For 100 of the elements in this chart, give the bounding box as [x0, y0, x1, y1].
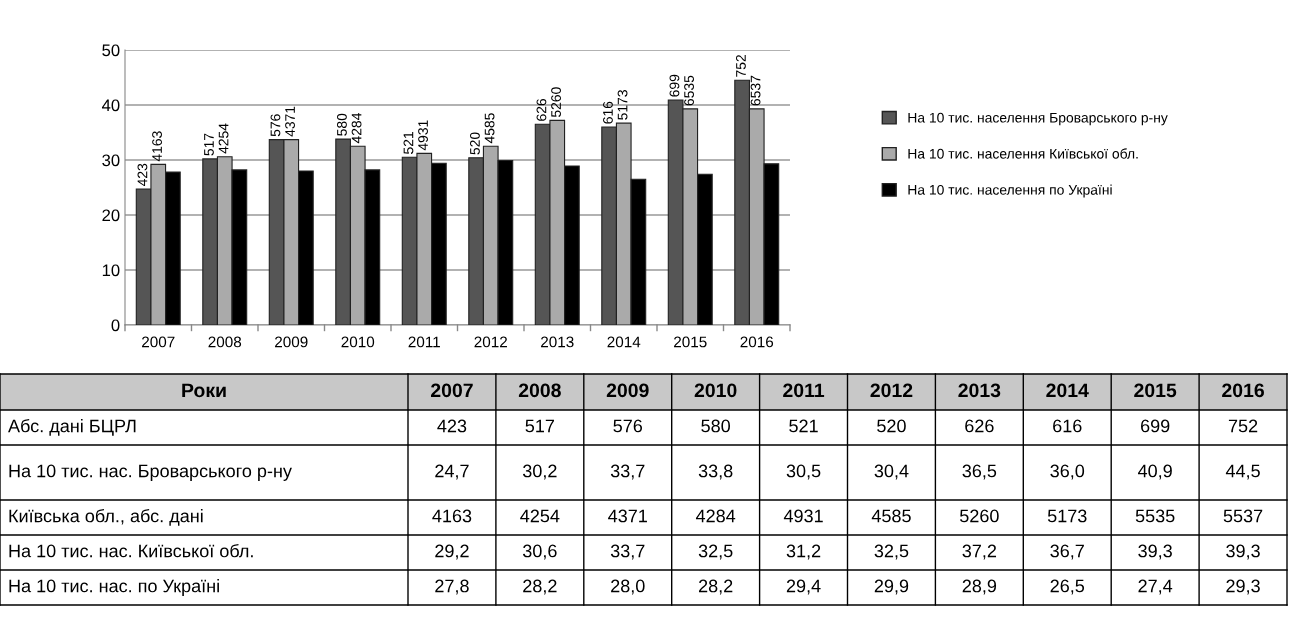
data-label: 4931 — [783, 509, 823, 523]
data-label: 31,2 — [786, 544, 821, 560]
data-label: 27,4 — [1138, 579, 1173, 595]
data-label: 39,3 — [1226, 544, 1260, 560]
data-label: 40,9 — [1138, 464, 1172, 480]
x-tick-label: 2009 — [275, 336, 308, 348]
annotation: 616 — [603, 101, 613, 124]
annotation: 626 — [536, 98, 547, 121]
annotation: 520 — [470, 132, 480, 155]
x-tick-label: 2015 — [674, 336, 707, 348]
data-label: 33,7 — [610, 464, 645, 480]
data-label: 28,0 — [611, 579, 645, 595]
data-label: 699 — [1141, 419, 1170, 433]
x-tick-label: 2013 — [541, 336, 574, 348]
data-label: 5173 — [1047, 509, 1087, 523]
y-tick-label: Київська обл., абс. дані — [9, 508, 203, 526]
annotation: 4163 — [152, 131, 162, 162]
y-tick-label: 30 — [102, 154, 120, 167]
data-label: 4284 — [695, 509, 736, 523]
x-tick-label: 2016 — [740, 336, 774, 348]
data-label: 33,8 — [698, 464, 733, 480]
annotation: 521 — [403, 131, 414, 154]
y-tick-label: 50 — [102, 44, 120, 57]
data-label: 32,5 — [874, 544, 909, 560]
annotation: 4931 — [418, 120, 428, 151]
data-label: 29,2 — [435, 544, 469, 560]
annotation: 4585 — [484, 113, 495, 144]
annotation: 5173 — [617, 90, 628, 120]
data-label: 752 — [1228, 419, 1258, 433]
data-label: 28,9 — [962, 579, 997, 595]
data-label: 30,5 — [786, 464, 821, 480]
data-label: 37,2 — [962, 544, 997, 560]
y-tick-label: На 10 тис. нас. Київської обл. — [9, 543, 253, 558]
y-tick-label: На 10 тис. нас. по Україні — [9, 579, 219, 596]
annotation: 517 — [204, 133, 214, 156]
y-tick-label: На 10 тис. нас. Броварського р-ну — [9, 464, 292, 481]
data-label: 36,5 — [962, 464, 997, 480]
data-label: 521 — [789, 419, 818, 433]
data-label: 520 — [877, 419, 906, 433]
y-tick-label: 10 — [102, 264, 120, 277]
x-tick-label: 2007 — [142, 336, 175, 348]
legend-label: На 10 тис. населення по Україні — [908, 184, 1112, 198]
y-tick-label: 40 — [101, 99, 120, 112]
annotation: 6535 — [684, 75, 694, 106]
annotation: 5260 — [551, 87, 561, 118]
data-label: 32,5 — [698, 544, 733, 560]
x-tick-label: 2016 — [1222, 383, 1264, 398]
data-label: 30,2 — [522, 464, 557, 480]
annotation: 4284 — [351, 112, 362, 144]
x-tick-label: 2008 — [518, 383, 561, 398]
annotation: 699 — [669, 74, 680, 97]
x-tick-label: 2011 — [408, 336, 440, 348]
data-label: 29,3 — [1226, 579, 1260, 595]
data-label: 4163 — [432, 509, 472, 523]
data-label: 580 — [701, 419, 731, 433]
annotation: 576 — [270, 114, 281, 137]
data-label: 44,5 — [1225, 464, 1260, 480]
annotation: 580 — [337, 113, 347, 136]
data-label: 29,9 — [874, 579, 909, 595]
data-label: 616 — [1053, 419, 1082, 433]
data-label: 576 — [613, 419, 643, 433]
data-label: 33,7 — [610, 544, 645, 560]
x-tick-label: 2010 — [694, 383, 737, 398]
x-tick-label: 2014 — [607, 336, 641, 348]
data-label: 28,2 — [698, 579, 733, 595]
y-tick-label: Абс. дані БЦРЛ — [8, 418, 136, 436]
x-tick-label: 2014 — [1046, 383, 1089, 398]
data-label: 4585 — [871, 509, 911, 523]
x-tick-label: 2007 — [431, 383, 473, 398]
data-label: 626 — [965, 419, 994, 433]
data-label: 29,4 — [786, 579, 821, 595]
x-tick-label: 2012 — [474, 336, 507, 348]
data-label: 5260 — [959, 509, 999, 523]
data-label: 24,7 — [435, 464, 469, 480]
x-tick-label: 2012 — [870, 383, 913, 398]
data-label: 28,2 — [523, 579, 557, 595]
data-label: 4254 — [520, 509, 560, 523]
data-label: 27,8 — [435, 579, 469, 595]
data-label: 517 — [525, 419, 555, 433]
x-tick-label: 2013 — [958, 383, 1001, 398]
x-tick-label: 2008 — [208, 336, 242, 348]
annotation: 423 — [137, 163, 148, 187]
data-label: 5535 — [1135, 509, 1175, 523]
y-tick-label: 0 — [111, 319, 120, 332]
data-label: 5537 — [1223, 509, 1263, 523]
text: Роки — [182, 383, 226, 398]
x-tick-label: 2010 — [341, 336, 375, 348]
x-tick-label: 2009 — [606, 383, 649, 398]
data-label: 36,7 — [1050, 544, 1084, 560]
annotation: 752 — [736, 55, 746, 77]
data-label: 26,5 — [1050, 579, 1085, 595]
x-tick-label: 2015 — [1134, 383, 1177, 398]
data-label: 30,4 — [874, 464, 909, 480]
legend-label: На 10 тис. населення Броварського р-ну — [908, 112, 1168, 126]
data-label: 39,3 — [1138, 544, 1172, 560]
annotation: 4371 — [285, 106, 295, 137]
legend-label: На 10 тис. населення Київської обл. — [908, 148, 1138, 159]
data-label: 30,6 — [522, 544, 557, 560]
x-tick-label: 2011 — [783, 383, 825, 398]
data-label: 36,0 — [1050, 464, 1085, 480]
